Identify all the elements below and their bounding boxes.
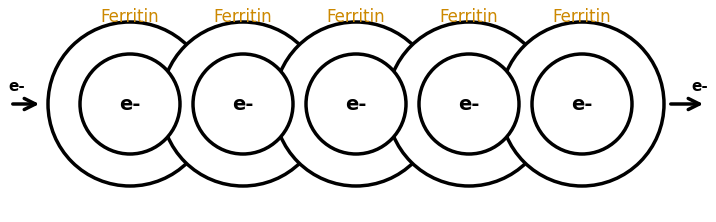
Ellipse shape <box>500 22 664 186</box>
Text: Ferritin: Ferritin <box>326 8 385 26</box>
Text: e-: e- <box>120 95 140 113</box>
Text: e-: e- <box>232 95 253 113</box>
Text: e-: e- <box>571 95 593 113</box>
Text: Ferritin: Ferritin <box>101 8 160 26</box>
Ellipse shape <box>419 54 519 154</box>
Ellipse shape <box>48 22 212 186</box>
Ellipse shape <box>80 54 180 154</box>
Text: Ferritin: Ferritin <box>213 8 272 26</box>
Text: e-: e- <box>8 79 25 93</box>
Text: e-: e- <box>345 95 367 113</box>
Text: Ferritin: Ferritin <box>553 8 611 26</box>
Ellipse shape <box>161 22 325 186</box>
Text: e-: e- <box>458 95 480 113</box>
Ellipse shape <box>274 22 438 186</box>
Ellipse shape <box>532 54 632 154</box>
Ellipse shape <box>387 22 551 186</box>
Text: Ferritin: Ferritin <box>440 8 498 26</box>
Ellipse shape <box>306 54 406 154</box>
Ellipse shape <box>193 54 293 154</box>
Text: e-: e- <box>691 79 708 93</box>
